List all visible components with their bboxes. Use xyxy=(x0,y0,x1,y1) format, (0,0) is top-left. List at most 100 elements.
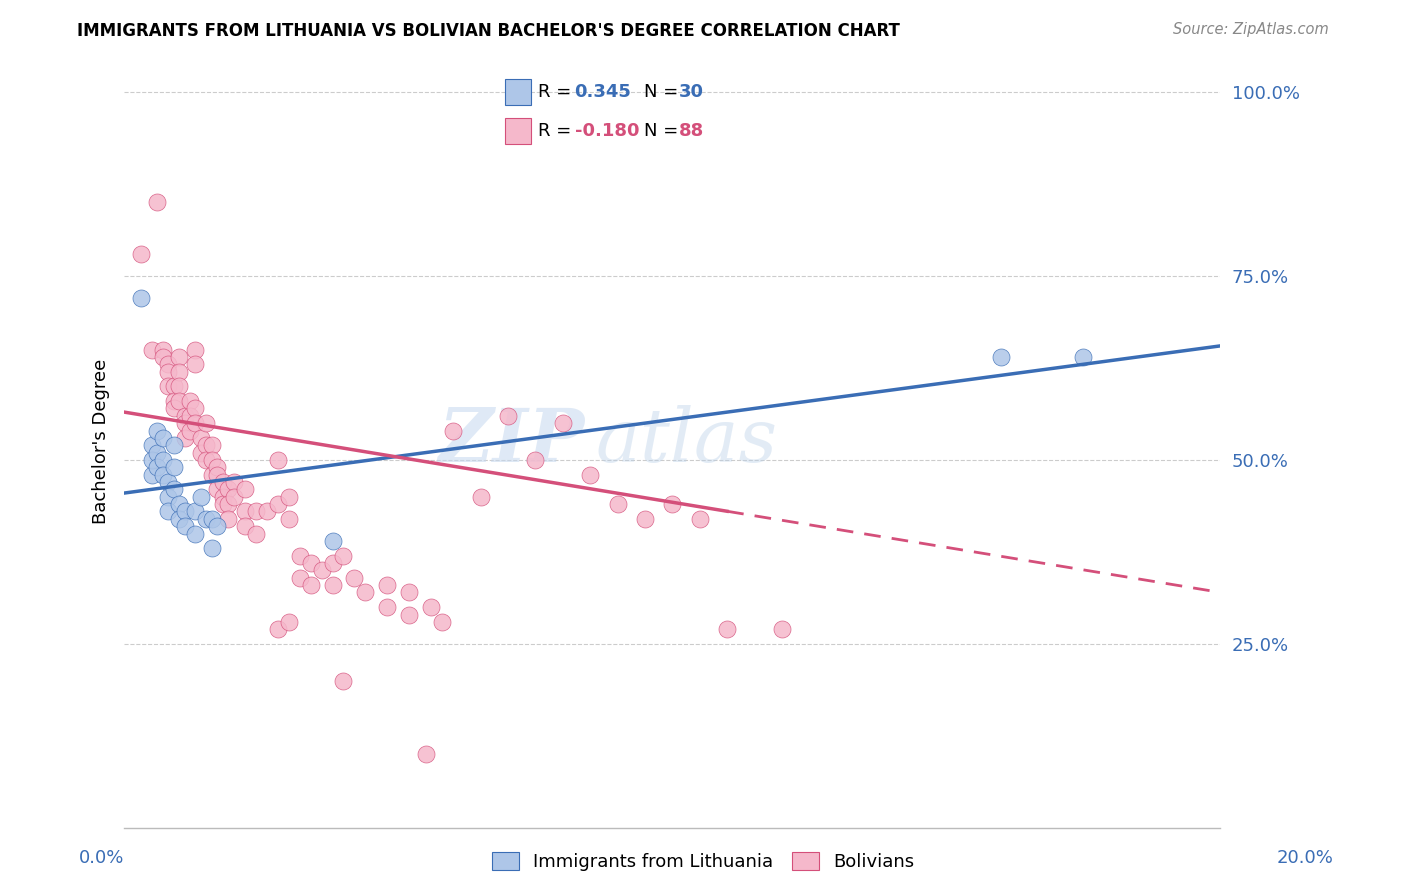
Point xyxy=(201,467,224,482)
Point xyxy=(201,541,224,556)
Point xyxy=(167,497,190,511)
Point xyxy=(184,357,207,371)
Point xyxy=(277,490,299,504)
Point xyxy=(162,460,184,475)
Point xyxy=(375,600,398,615)
Point xyxy=(141,467,163,482)
Text: Source: ZipAtlas.com: Source: ZipAtlas.com xyxy=(1173,22,1329,37)
Point xyxy=(184,526,207,541)
Point xyxy=(173,519,195,533)
Text: IMMIGRANTS FROM LITHUANIA VS BOLIVIAN BACHELOR'S DEGREE CORRELATION CHART: IMMIGRANTS FROM LITHUANIA VS BOLIVIAN BA… xyxy=(77,22,900,40)
Point xyxy=(634,512,657,526)
Point xyxy=(321,533,343,548)
Point xyxy=(157,504,180,518)
Point xyxy=(146,424,169,438)
Point xyxy=(496,409,519,423)
Point xyxy=(167,379,190,393)
Point xyxy=(212,497,235,511)
Point xyxy=(152,453,174,467)
Point xyxy=(173,416,195,430)
Point xyxy=(661,497,683,511)
Point xyxy=(157,357,180,371)
Point xyxy=(606,497,628,511)
Point xyxy=(332,549,354,563)
Point xyxy=(233,504,256,518)
Point xyxy=(201,512,224,526)
Point xyxy=(1073,350,1095,364)
Point xyxy=(212,475,235,489)
Point xyxy=(157,365,180,379)
Point xyxy=(354,585,377,599)
Point xyxy=(173,431,195,445)
Text: 0.0%: 0.0% xyxy=(79,849,124,867)
Point xyxy=(277,512,299,526)
Point xyxy=(245,504,267,518)
Point xyxy=(551,416,574,430)
Point xyxy=(256,504,278,518)
Point xyxy=(321,578,343,592)
Point xyxy=(162,483,184,497)
Point xyxy=(207,467,229,482)
Point xyxy=(420,600,443,615)
Point xyxy=(146,460,169,475)
Point xyxy=(162,438,184,452)
Point xyxy=(152,431,174,445)
Point xyxy=(212,490,235,504)
Legend: Immigrants from Lithuania, Bolivians: Immigrants from Lithuania, Bolivians xyxy=(485,845,921,879)
Point xyxy=(343,571,366,585)
Point xyxy=(201,453,224,467)
Point xyxy=(179,394,201,409)
Point xyxy=(245,526,267,541)
Point xyxy=(141,453,163,467)
Point xyxy=(162,401,184,416)
Point xyxy=(288,549,311,563)
Point xyxy=(689,512,711,526)
Point xyxy=(173,504,195,518)
Point xyxy=(524,453,547,467)
Point xyxy=(277,615,299,629)
Point xyxy=(162,379,184,393)
Text: 20.0%: 20.0% xyxy=(1277,849,1333,867)
Point xyxy=(217,512,239,526)
Point xyxy=(415,747,437,762)
Point xyxy=(441,424,464,438)
Point xyxy=(162,394,184,409)
Point xyxy=(217,483,239,497)
Point xyxy=(375,578,398,592)
Point xyxy=(146,445,169,459)
Point xyxy=(267,622,290,636)
Point xyxy=(152,343,174,357)
Text: atlas: atlas xyxy=(596,405,778,478)
Point xyxy=(195,438,218,452)
Point xyxy=(470,490,492,504)
Point xyxy=(184,504,207,518)
Point xyxy=(222,475,245,489)
Point xyxy=(190,445,212,459)
Point xyxy=(152,350,174,364)
Point xyxy=(770,622,793,636)
Point xyxy=(167,394,190,409)
Point xyxy=(299,556,322,570)
Point xyxy=(201,438,224,452)
Y-axis label: Bachelor's Degree: Bachelor's Degree xyxy=(93,359,110,524)
Point xyxy=(157,490,180,504)
Point xyxy=(179,424,201,438)
Point xyxy=(990,350,1012,364)
Point xyxy=(222,490,245,504)
Point xyxy=(157,475,180,489)
Point xyxy=(195,416,218,430)
Point xyxy=(267,497,290,511)
Point xyxy=(195,512,218,526)
Point xyxy=(332,673,354,688)
Point xyxy=(141,343,163,357)
Point xyxy=(173,409,195,423)
Point xyxy=(179,409,201,423)
Point xyxy=(207,460,229,475)
Point xyxy=(141,438,163,452)
Point xyxy=(157,379,180,393)
Point xyxy=(184,416,207,430)
Point xyxy=(321,556,343,570)
Point xyxy=(184,343,207,357)
Point xyxy=(311,563,333,577)
Point xyxy=(152,467,174,482)
